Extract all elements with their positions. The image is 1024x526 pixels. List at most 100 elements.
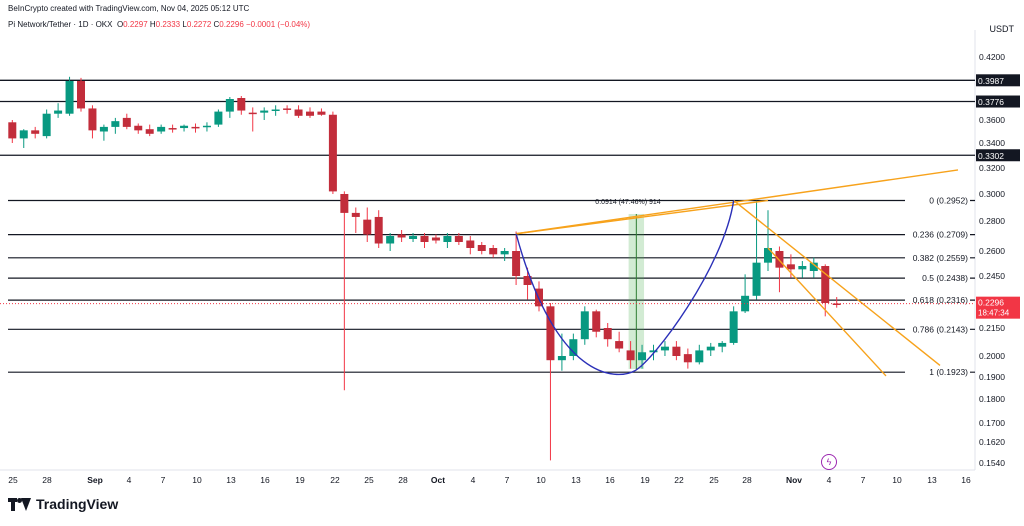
candle-body	[397, 234, 406, 238]
fib-level-label: 0.236 (0.2709)	[913, 230, 968, 240]
time-tick-label: 16	[260, 475, 270, 485]
price-tick-label: 0.3400	[979, 138, 1005, 148]
time-tick-label: 4	[127, 475, 132, 485]
price-tick-label: 0.2450	[979, 271, 1005, 281]
time-tick-label: Sep	[87, 475, 103, 485]
candle-body	[306, 111, 314, 116]
fib-level-label: 0.5 (0.2438)	[922, 273, 968, 283]
brand-name: TradingView	[36, 496, 119, 512]
candle-body	[294, 109, 303, 116]
price-tick-label: 0.4200	[979, 52, 1005, 62]
time-tick-label: 19	[640, 475, 650, 485]
candle-body	[832, 303, 841, 305]
price-tick-label: 0.3200	[979, 163, 1005, 173]
fib-level-label: 0.786 (0.2143)	[913, 324, 968, 334]
candle-body	[191, 126, 200, 129]
price-tick-label: 0.2800	[979, 216, 1005, 226]
candle-body	[19, 130, 28, 139]
symbol-name: Pi Network/Tether · 1D · OKX	[8, 20, 113, 29]
candle-body	[592, 311, 601, 332]
candle-body	[718, 342, 727, 347]
candle-body	[489, 248, 498, 255]
candle-body	[420, 236, 429, 242]
falling-channel-upper	[733, 199, 941, 366]
rising-support-line	[516, 199, 769, 235]
candle-body	[42, 113, 51, 137]
candle-body	[363, 219, 372, 235]
candle-body	[615, 341, 624, 349]
candle-body	[729, 311, 738, 343]
candle-body	[431, 237, 440, 241]
candle-body	[283, 108, 292, 110]
candle-body	[409, 236, 418, 239]
time-tick-label: 16	[605, 475, 615, 485]
candle-body	[557, 356, 566, 361]
time-tick-label: Oct	[431, 475, 445, 485]
lightning-icon[interactable]: ϟ	[821, 454, 837, 470]
time-tick-label: 28	[42, 475, 52, 485]
candle-body	[351, 212, 360, 217]
time-tick-label: 19	[295, 475, 305, 485]
candle-body	[122, 117, 131, 127]
candle-body	[386, 236, 395, 244]
candle-body	[99, 126, 108, 132]
candle-body	[569, 339, 578, 356]
candle-body	[809, 262, 818, 271]
price-tick-label: 0.1900	[979, 372, 1005, 382]
price-tick-label: 0.3000	[979, 189, 1005, 199]
time-tick-label: 22	[674, 475, 684, 485]
candle-body	[65, 81, 74, 114]
tradingview-brand[interactable]: TradingView	[8, 496, 118, 512]
time-tick-label: 13	[927, 475, 937, 485]
candle-body	[764, 248, 772, 263]
tradingview-logo-icon	[8, 497, 31, 511]
time-tick-label: 28	[398, 475, 408, 485]
currency-label[interactable]: USDT	[989, 24, 1015, 34]
candle-body	[626, 350, 635, 361]
time-tick-label: 10	[192, 475, 202, 485]
price-tick-label: 0.3600	[979, 115, 1005, 125]
time-tick-label: 7	[161, 475, 166, 485]
time-tick-label: 25	[709, 475, 719, 485]
upper-trend-line	[515, 169, 959, 235]
fib-label-bg	[905, 366, 970, 378]
candle-body	[649, 350, 658, 353]
candle-body	[775, 251, 784, 268]
time-tick-label: 10	[892, 475, 902, 485]
price-tick-label: 0.2000	[979, 351, 1005, 361]
change-value: −0.0001 (−0.04%)	[246, 20, 311, 29]
low-value: 0.2272	[186, 20, 212, 29]
candle-body	[134, 125, 143, 131]
candle-body	[214, 111, 223, 125]
candle-body	[88, 108, 97, 131]
candle-body	[752, 262, 761, 296]
candle-body	[248, 112, 257, 115]
level-price-label: 0.3776	[978, 97, 1004, 107]
candle-body	[741, 295, 750, 312]
candle-body	[237, 98, 246, 111]
measurement-label: 0.0914 (47.46%) 914	[595, 199, 660, 206]
candle-body	[202, 125, 211, 128]
fib-label-bg	[905, 251, 970, 263]
close-value: 0.2296	[219, 20, 244, 29]
time-tick-label: 16	[961, 475, 971, 485]
candle-body	[260, 110, 269, 113]
close-label: C	[213, 20, 220, 29]
candle-body	[786, 264, 795, 270]
falling-channel-lower	[767, 247, 887, 377]
high-label: H	[149, 20, 156, 29]
chart-credit: BeInCrypto created with TradingView.com,…	[8, 4, 250, 13]
candle-body	[180, 125, 189, 129]
time-tick-label: 7	[505, 475, 510, 485]
candle-body	[477, 245, 486, 251]
candle-body	[523, 276, 532, 285]
time-tick-label: 10	[536, 475, 546, 485]
level-price-badge	[976, 149, 1020, 162]
candle-body	[374, 216, 383, 244]
candle-body	[317, 111, 326, 115]
candle-body	[225, 99, 234, 112]
candle-body	[546, 306, 555, 361]
price-tick-label: 0.1620	[979, 437, 1005, 447]
countdown-label: 18:47:34	[978, 309, 1010, 318]
